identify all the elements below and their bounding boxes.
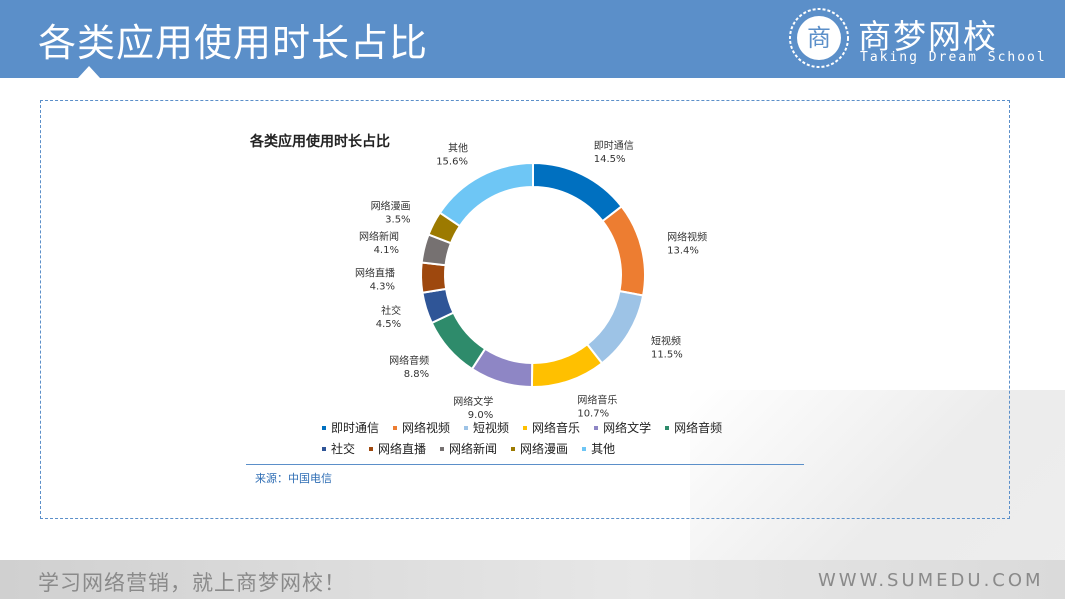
chart-title: 各类应用使用时长占比 <box>250 134 390 150</box>
logo-watermark <box>690 390 1065 560</box>
legend-swatch <box>594 425 599 430</box>
legend-label: 网络音频 <box>674 421 723 435</box>
legend-label: 即时通信 <box>331 421 380 435</box>
slice-value-label-1: 13.4% <box>667 246 699 257</box>
legend-row: 社交 网络直播 网络新闻 网络漫画 其他 <box>322 438 782 459</box>
content-frame <box>40 100 1010 519</box>
slice-value-label-6: 4.5% <box>376 319 401 330</box>
legend-item: 其他 <box>582 440 615 457</box>
legend-label: 短视频 <box>473 421 510 435</box>
legend-item: 网络新闻 <box>440 440 497 457</box>
slice-value-label-5: 8.8% <box>404 369 429 380</box>
legend-label: 网络直播 <box>378 442 427 456</box>
donut-slice-5 <box>430 311 487 371</box>
legend-label: 网络文学 <box>603 421 652 435</box>
donut-chart: 即时通信 14.5% 网络视频 13.4% 短视频 11.5% 网络音乐 10.7% 网络文学 9… <box>355 140 707 421</box>
source-divider <box>246 464 804 465</box>
legend-item: 短视频 <box>464 419 509 436</box>
slice-category-label-2: 短视频 <box>651 335 681 348</box>
chart-legend: 即时通信 网络视频 短视频 网络音乐 网络文学 网络音频社交 网络直播 网络新闻 网络漫画 其他 <box>322 417 782 459</box>
slice-category-label-7: 网络直播 <box>355 266 395 279</box>
slice-category-label-10: 其他 <box>448 141 468 154</box>
seal-logo-icon: 商 <box>789 8 849 68</box>
legend-item: 网络视频 <box>393 419 450 436</box>
legend-item: 网络文学 <box>594 419 651 436</box>
legend-swatch <box>665 425 670 430</box>
slice-category-label-5: 网络音频 <box>389 354 429 367</box>
donut-slice-10 <box>438 161 534 228</box>
slice-value-label-9: 3.5% <box>385 214 410 225</box>
legend-swatch <box>322 425 326 430</box>
slice-value-label-8: 4.1% <box>374 245 399 256</box>
legend-item: 网络直播 <box>369 440 426 457</box>
footer-bar <box>0 560 1065 599</box>
slice-category-label-4: 网络文学 <box>453 395 493 408</box>
legend-row: 即时通信 网络视频 短视频 网络音乐 网络文学 网络音频 <box>322 417 782 438</box>
logo-name: 商梦网校 <box>858 17 998 56</box>
logo-subtitle: Taking Dream School <box>860 50 1047 65</box>
legend-item: 网络音频 <box>665 419 722 436</box>
svg-text:商: 商 <box>807 24 831 52</box>
legend-swatch <box>322 446 326 451</box>
donut-slice-2 <box>585 289 645 365</box>
donut-slice-3 <box>530 342 604 388</box>
legend-item: 网络漫画 <box>511 440 568 457</box>
legend-item: 网络音乐 <box>523 419 580 436</box>
slice-value-label-0: 14.5% <box>594 154 626 165</box>
slice-value-label-4: 9.0% <box>468 410 493 421</box>
legend-label: 其他 <box>591 442 616 456</box>
legend-swatch <box>464 425 469 430</box>
donut-slice-1 <box>601 205 646 297</box>
slice-value-label-10: 15.6% <box>436 156 468 167</box>
donut-slice-7 <box>420 261 448 294</box>
source-note: 来源：中国电信 <box>255 472 332 485</box>
legend-label: 网络新闻 <box>449 442 498 456</box>
legend-swatch <box>369 446 374 451</box>
slice-value-label-2: 11.5% <box>651 350 683 361</box>
legend-swatch <box>511 446 516 451</box>
legend-swatch <box>440 446 445 451</box>
header-bar <box>0 0 1065 78</box>
legend-label: 网络音乐 <box>532 421 581 435</box>
slice-category-label-3: 网络音乐 <box>577 394 617 407</box>
legend-item: 即时通信 <box>322 419 379 436</box>
slice-category-label-0: 即时通信 <box>594 140 634 152</box>
legend-swatch <box>523 425 528 430</box>
slice-category-label-1: 网络视频 <box>667 231 707 244</box>
legend-item: 社交 <box>322 440 355 457</box>
footer-slogan: 学习网络营销，就上商梦网校！ <box>38 571 346 595</box>
slice-category-label-9: 网络漫画 <box>371 199 411 212</box>
header-notch <box>78 66 100 78</box>
slice-value-label-7: 4.3% <box>370 281 395 292</box>
legend-swatch <box>582 446 587 451</box>
footer-url[interactable]: WWW.SUMEDU.COM <box>818 570 1044 591</box>
legend-label: 网络视频 <box>402 421 451 435</box>
slice-category-label-8: 网络新闻 <box>359 230 399 243</box>
page-title: 各类应用使用时长占比 <box>38 21 429 65</box>
slice-value-label-3: 10.7% <box>577 409 609 420</box>
donut-slice-0 <box>532 161 623 223</box>
slice-category-label-6: 社交 <box>381 304 401 317</box>
legend-swatch <box>393 425 398 430</box>
legend-label: 社交 <box>331 442 356 456</box>
legend-label: 网络漫画 <box>520 442 569 456</box>
